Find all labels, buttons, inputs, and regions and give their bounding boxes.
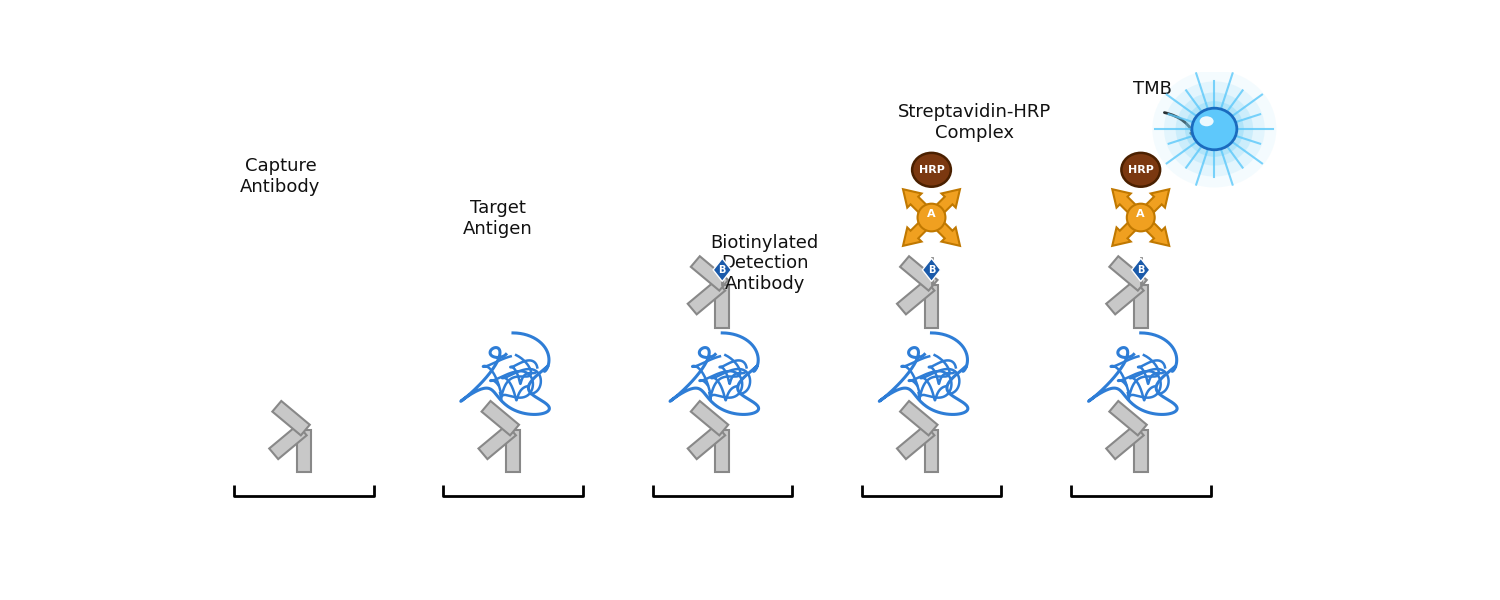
Polygon shape [268, 425, 306, 459]
Polygon shape [1131, 259, 1150, 281]
Text: Capture
Antibody: Capture Antibody [240, 157, 321, 196]
Ellipse shape [1164, 82, 1264, 176]
Text: B: B [718, 265, 726, 275]
Polygon shape [900, 256, 938, 290]
Polygon shape [924, 430, 939, 472]
Text: Biotinylated
Detection
Antibody: Biotinylated Detection Antibody [711, 233, 819, 293]
Polygon shape [897, 425, 934, 459]
Circle shape [918, 203, 945, 232]
Text: B: B [1137, 265, 1144, 275]
Polygon shape [1110, 256, 1148, 290]
Polygon shape [692, 256, 729, 290]
Polygon shape [903, 189, 936, 221]
Polygon shape [924, 285, 939, 328]
Polygon shape [482, 401, 519, 436]
Text: B: B [928, 265, 934, 275]
Polygon shape [1134, 430, 1148, 472]
Ellipse shape [1122, 153, 1160, 187]
Polygon shape [716, 285, 729, 328]
Polygon shape [1134, 285, 1148, 328]
Text: B: B [928, 234, 934, 244]
Text: Target
Antigen: Target Antigen [462, 199, 532, 238]
Polygon shape [478, 425, 516, 459]
Text: A: A [927, 209, 936, 218]
Polygon shape [273, 401, 310, 436]
Ellipse shape [1152, 70, 1276, 187]
Polygon shape [1113, 189, 1144, 221]
Ellipse shape [1192, 108, 1237, 150]
Text: Streptavidin-HRP
Complex: Streptavidin-HRP Complex [897, 103, 1050, 142]
Text: HRP: HRP [1128, 165, 1154, 175]
Polygon shape [506, 430, 520, 472]
Polygon shape [1137, 214, 1168, 246]
Circle shape [1126, 203, 1155, 232]
Polygon shape [1106, 280, 1143, 314]
Polygon shape [1113, 214, 1144, 246]
Polygon shape [900, 401, 938, 436]
Polygon shape [687, 280, 724, 314]
Text: HRP: HRP [918, 165, 945, 175]
Ellipse shape [912, 153, 951, 187]
Polygon shape [897, 280, 934, 314]
Text: TMB: TMB [1132, 80, 1172, 98]
Text: A: A [1137, 209, 1144, 218]
Polygon shape [692, 401, 729, 436]
Polygon shape [1110, 401, 1148, 436]
Polygon shape [903, 214, 936, 246]
Polygon shape [712, 259, 732, 281]
Polygon shape [297, 430, 310, 472]
Polygon shape [716, 430, 729, 472]
Polygon shape [927, 214, 960, 246]
Polygon shape [1137, 189, 1168, 221]
Ellipse shape [1200, 116, 1214, 126]
Text: B: B [1137, 234, 1144, 244]
Ellipse shape [1176, 92, 1252, 166]
Polygon shape [922, 259, 940, 281]
Polygon shape [687, 425, 724, 459]
Ellipse shape [1185, 101, 1244, 157]
Polygon shape [1106, 425, 1143, 459]
Polygon shape [927, 189, 960, 221]
